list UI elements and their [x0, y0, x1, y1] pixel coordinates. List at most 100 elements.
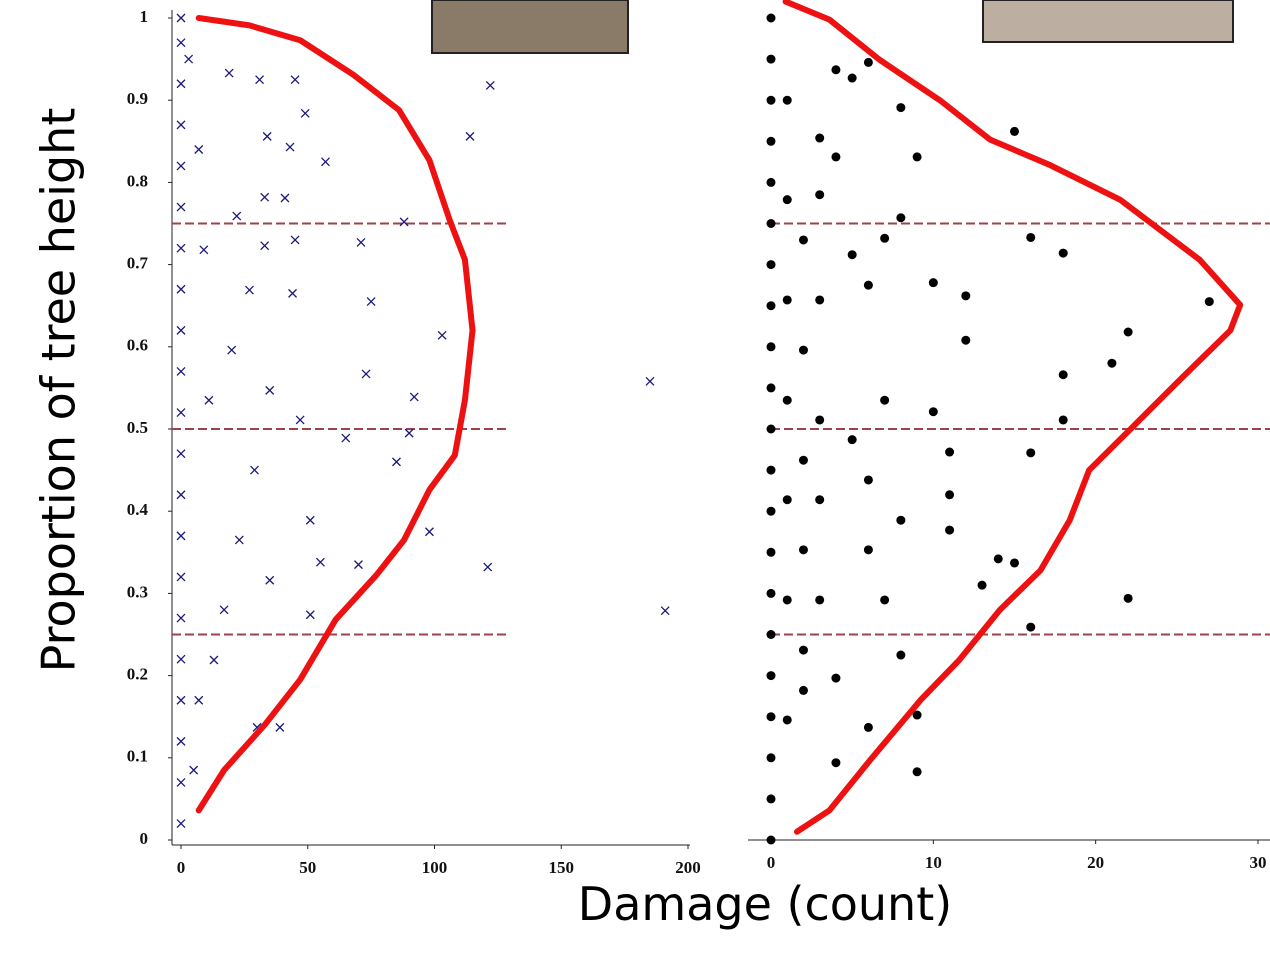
point [782, 715, 792, 725]
envelope-curve [195, 15, 476, 814]
point [847, 73, 857, 83]
point [219, 605, 229, 615]
x-tick-label: 50 [299, 858, 316, 877]
point [798, 455, 808, 465]
point [305, 515, 315, 525]
point [766, 712, 776, 722]
point [1058, 370, 1068, 380]
point [356, 237, 366, 247]
point [275, 722, 285, 732]
point [863, 722, 873, 732]
point [766, 835, 776, 845]
point [815, 595, 825, 605]
y-tick-label: 1 [140, 7, 149, 26]
point [392, 457, 401, 467]
point [194, 145, 204, 154]
point [863, 545, 873, 555]
point [176, 778, 186, 787]
y-tick-label: 0.1 [127, 747, 148, 766]
point [399, 217, 409, 227]
point [176, 79, 186, 89]
point [290, 235, 300, 245]
point [896, 213, 906, 223]
point [815, 295, 825, 305]
point [945, 447, 955, 457]
point [1026, 232, 1036, 242]
point [234, 535, 244, 545]
point [928, 407, 938, 417]
point [1204, 297, 1214, 307]
point [912, 767, 922, 777]
point [847, 250, 857, 260]
point [766, 342, 776, 352]
x-axis-label: Damage (count) [578, 877, 952, 931]
point [831, 152, 841, 162]
point [232, 211, 242, 221]
point [766, 54, 776, 64]
point [176, 38, 186, 48]
point [176, 695, 186, 705]
point [782, 95, 792, 105]
point [896, 650, 906, 660]
point [176, 819, 186, 829]
point [224, 68, 234, 78]
point [863, 475, 873, 485]
point [863, 57, 873, 67]
point [321, 157, 330, 167]
point [782, 595, 792, 605]
bark-photo [982, 0, 1234, 43]
point [782, 195, 792, 205]
point [945, 525, 955, 535]
point [290, 75, 300, 85]
point [194, 695, 204, 705]
point [896, 103, 906, 113]
point [176, 613, 186, 623]
point [1058, 415, 1068, 425]
point [1123, 593, 1133, 603]
point [295, 415, 305, 425]
point [766, 630, 776, 639]
point [798, 345, 808, 355]
point [815, 495, 825, 505]
point [227, 345, 237, 355]
y-tick-label: 0.5 [127, 418, 148, 437]
y-tick-label: 0.6 [127, 336, 148, 355]
point [1026, 622, 1036, 632]
point [847, 435, 857, 445]
x-tick-label: 0 [767, 853, 776, 872]
point [863, 280, 873, 290]
point [798, 685, 808, 695]
point [280, 193, 290, 203]
point [766, 753, 776, 763]
point [341, 433, 351, 443]
point [176, 325, 186, 335]
x-tick-label: 200 [675, 858, 701, 877]
point [265, 575, 275, 585]
point [262, 131, 272, 141]
point [409, 392, 419, 402]
point [485, 80, 495, 90]
point [766, 465, 776, 475]
point [353, 560, 363, 570]
point [766, 301, 776, 311]
point [176, 13, 186, 23]
point [993, 554, 1003, 564]
x-tick-label: 0 [177, 858, 186, 877]
point [896, 515, 906, 525]
point [961, 335, 971, 345]
point [798, 545, 808, 555]
point [361, 369, 371, 379]
point [645, 376, 655, 386]
point [465, 131, 475, 141]
y-tick-label: 0.8 [127, 171, 148, 190]
point [184, 54, 194, 64]
point [766, 383, 776, 393]
y-tick-label: 0.2 [127, 665, 148, 684]
point [288, 288, 297, 298]
point [176, 367, 186, 376]
point [483, 562, 493, 572]
point [315, 557, 325, 567]
point [798, 645, 808, 655]
point [766, 671, 776, 681]
